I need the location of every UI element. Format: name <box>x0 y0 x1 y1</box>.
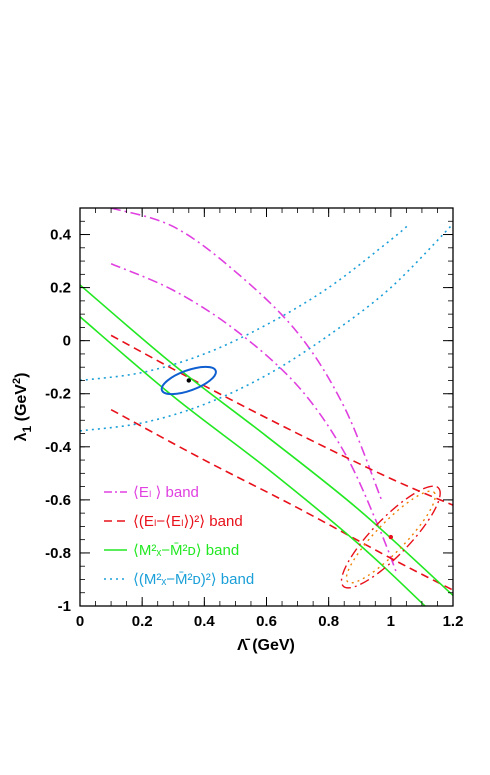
ellipse-red-ellipse <box>340 485 441 589</box>
y-axis: -1 -0.8 -0.6 -0.4 -0.2 0 0.2 0.4 <box>45 207 453 615</box>
svg-text:λ1 (GeV2): λ1 (GeV2) <box>11 373 34 442</box>
legend: ⟨Eₗ ⟩ band ⟨(Eₗ−⟨Eₗ⟩)²⟩ band ⟨M²ₓ−M̄²ᴅ⟩ ba… <box>104 484 254 588</box>
series-red-2 <box>110 334 453 506</box>
ellipse-center-fit <box>186 378 191 383</box>
legend-label: ⟨(M²ₓ−M̄²ᴅ)²⟩ band <box>133 571 254 588</box>
ellipse-center-red-ellipse <box>388 534 394 540</box>
series-cyan-7 <box>80 223 453 432</box>
series-red-3 <box>110 408 453 591</box>
legend-label: ⟨Eₗ ⟩ band <box>133 484 199 501</box>
y-tick-label: -1 <box>58 598 71 615</box>
x-tick-label: 0.4 <box>194 613 216 630</box>
y-tick-label: -0.4 <box>45 439 72 456</box>
y-tick-label: -0.8 <box>45 545 71 562</box>
y-axis-label-lambda: λ <box>13 432 30 441</box>
legend-label: ⟨M²ₓ−M̄²ᴅ⟩ band <box>133 542 239 559</box>
ellipse-orange-ellipse <box>345 490 436 584</box>
y-tick-label: 0.4 <box>50 227 72 244</box>
x-axis: 0 0.2 0.4 0.6 0.8 1 1.2 <box>76 208 464 630</box>
x-tick-label: 0 <box>76 613 84 630</box>
y-axis-label-sup: 2 <box>11 378 23 384</box>
ellipse-fit <box>160 365 217 396</box>
x-tick-label: 1 <box>387 613 395 630</box>
series-cyan-6 <box>80 223 411 382</box>
plot-area <box>80 208 453 606</box>
y-tick-label: 0 <box>63 333 71 350</box>
legend-label: ⟨(Eₗ−⟨Eₗ⟩)²⟩ band <box>133 513 243 530</box>
y-axis-label: λ1 (GeV2) <box>11 373 34 442</box>
y-tick-label: -0.6 <box>45 492 71 509</box>
y-tick-label: -0.2 <box>45 386 71 403</box>
x-tick-label: 0.2 <box>132 613 153 630</box>
y-axis-label-close: ) <box>13 373 30 378</box>
y-axis-label-sub: 1 <box>20 426 34 433</box>
x-axis-label: Λ̄ (GeV) <box>237 637 295 654</box>
series-green-5 <box>80 316 426 606</box>
series-green-4 <box>80 284 453 596</box>
y-axis-label-units: (GeV <box>13 384 30 426</box>
x-tick-label: 0.8 <box>318 613 339 630</box>
y-tick-label: 0.2 <box>50 280 71 297</box>
x-tick-label: 0.6 <box>256 613 277 630</box>
series-magenta-0 <box>110 208 383 501</box>
x-tick-label: 1.2 <box>443 613 464 630</box>
